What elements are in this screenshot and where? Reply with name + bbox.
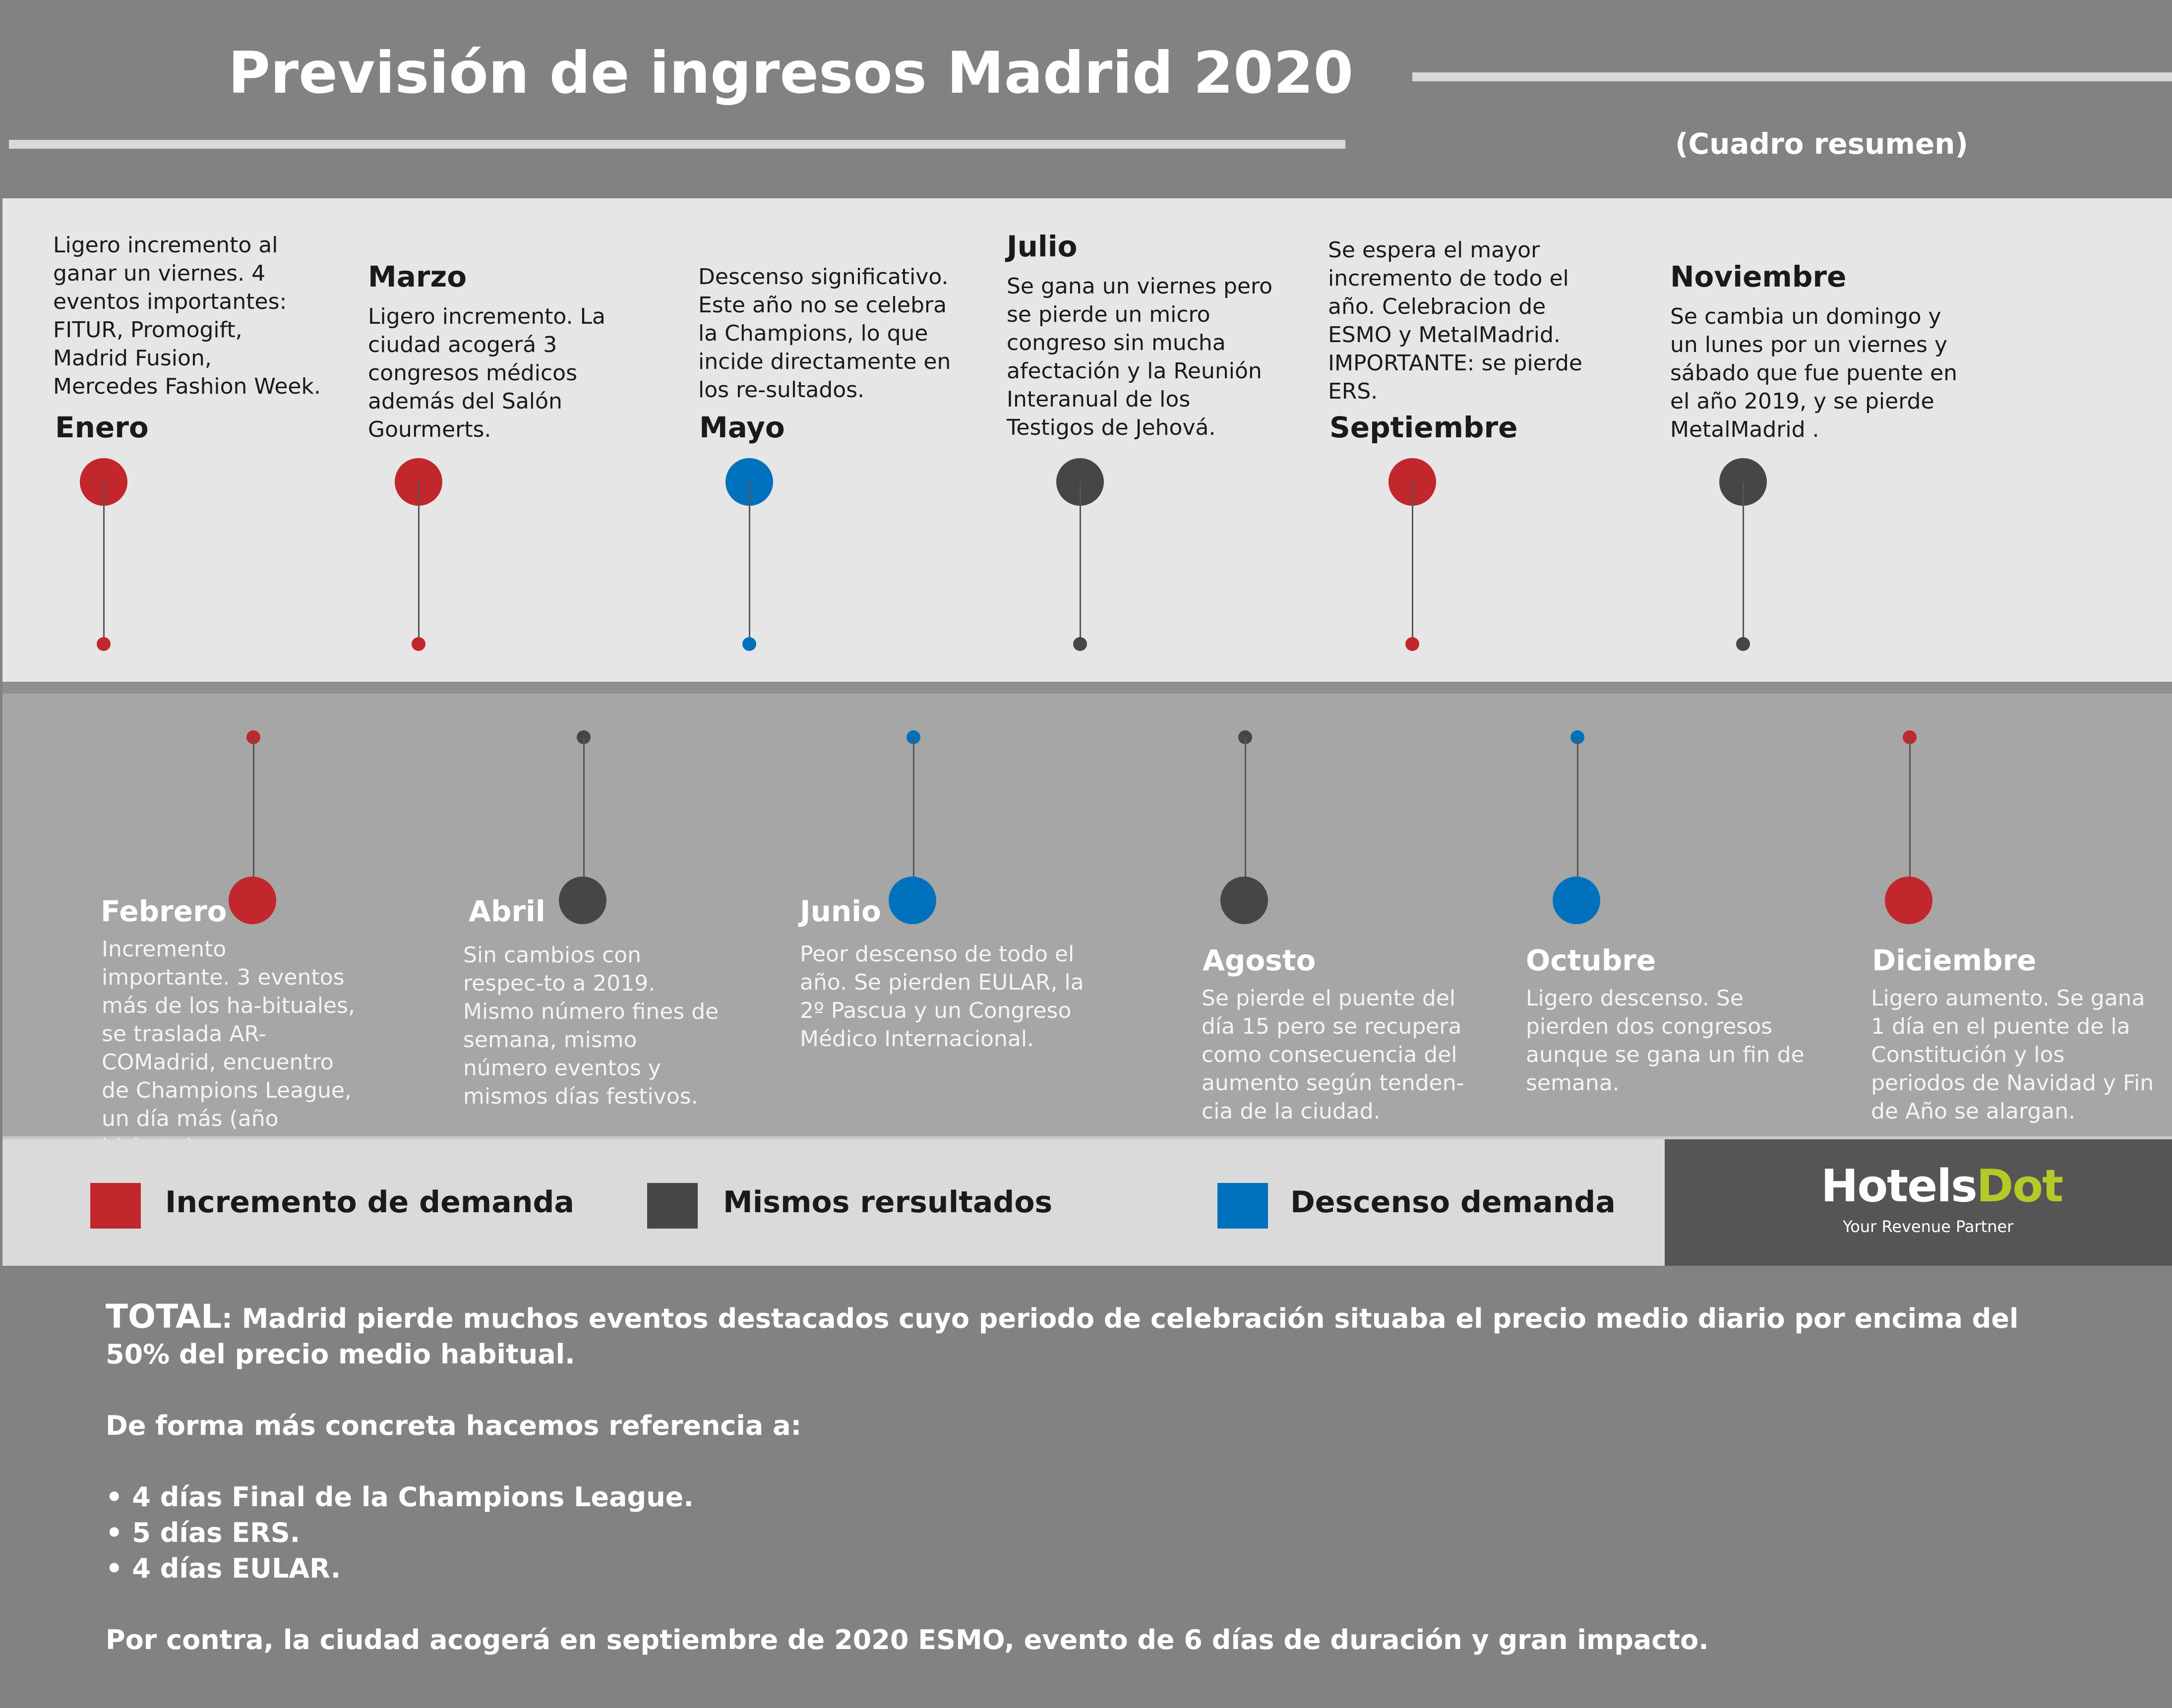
month-description: Se cambia un domingo y un lunes por un v… [1670,304,1957,442]
month-marker-end [1736,637,1750,651]
month-marker-stem [1412,482,1413,643]
month-marker-end [97,637,111,651]
month-marker-end [1405,637,1419,651]
legend-swatch-decrease [1217,1183,1268,1229]
month-name: Abril [469,894,545,928]
month-name: Enero [55,411,149,444]
month-description: Se gana un viernes pero se pierde un mic… [1007,274,1273,440]
month-name: Diciembre [1872,943,2037,977]
month-marker-end [1073,637,1087,651]
month-description: Se pierde el puente del día 15 pero se r… [1202,986,1464,1124]
total-lead: TOTAL [106,1297,222,1336]
month-description: Ligero incremento al ganar un viernes. 4… [53,233,321,399]
logo-brand-dot: Dot [1976,1160,2064,1212]
month-marker-stem [1080,482,1081,643]
month-description: Peor descenso de todo el año. Se pierden… [800,942,1084,1052]
month-name: Febrero [101,894,227,928]
total-summary: TOTAL: Madrid pierde muchos eventos dest… [106,1299,2089,1658]
band-separator [2,682,2172,694]
header [0,0,2172,198]
month-marker-dot [1220,877,1268,924]
total-summary-text: : Madrid pierde muchos eventos destacado… [106,1303,2019,1370]
month-marker-dot [1885,877,1932,924]
month-marker-end [412,637,425,651]
legend-label-increase: Incremento de demanda [165,1185,574,1220]
total-bullet: • 4 días EULAR. [106,1553,341,1584]
month-marker-stem [1743,482,1744,643]
hotelsdot-logo: HotelsDot [1821,1160,2064,1212]
legend-label-decrease: Descenso demanda [1290,1185,1616,1220]
logo-tagline: Your Revenue Partner [1843,1217,2014,1236]
bottom-timeline-band [2,694,2172,1136]
month-marker-end [742,637,756,651]
legend-swatch-increase [90,1183,141,1229]
month-description: Sin cambios con respec-to a 2019. Mismo … [463,942,719,1109]
month-marker-stem [1577,737,1578,901]
top-timeline-band [2,198,2172,682]
month-name: Mayo [699,411,785,444]
logo-panel [1665,1139,2172,1266]
total-closing: Por contra, la ciudad acogerá en septiem… [106,1624,1709,1655]
month-marker-stem [1909,737,1911,901]
total-intro: De forma más concreta hacemos referencia… [106,1410,802,1441]
month-description: Ligero incremento. La ciudad acogerá 3 c… [368,304,605,442]
total-bullet: • 4 días Final de la Champions League. [106,1481,694,1513]
legend-label-same: Mismos rersultados [723,1185,1053,1220]
page-title: Previsión de ingresos Madrid 2020 [228,40,1354,107]
total-bullet: • 5 días ERS. [106,1517,301,1548]
band-edge [2,1136,2172,1139]
title-underline [9,140,1345,149]
month-description: Ligero descenso. Se pierden dos congreso… [1526,986,1805,1096]
month-name: Junio [800,894,881,928]
month-marker-stem [253,737,254,901]
legend [2,1139,1665,1266]
month-description: Ligero aumento. Se gana 1 día en el puen… [1871,986,2154,1124]
month-marker-dot [229,877,276,924]
month-description: Se espera el mayor incremento de todo el… [1328,237,1582,404]
month-marker-stem [418,482,420,643]
month-name: Noviembre [1670,260,1847,294]
month-name: Septiembre [1329,411,1518,444]
month-marker-stem [749,482,750,643]
month-marker-stem [103,482,105,643]
month-description: Incremento importante. 3 eventos más de … [102,937,355,1160]
month-marker-stem [913,737,914,901]
month-name: Agosto [1203,943,1316,977]
month-marker-dot [559,877,606,924]
month-description: Descenso significativo. Este año no se c… [698,264,951,403]
month-name: Julio [1007,230,1078,263]
month-name: Octubre [1526,943,1656,977]
header-rule [1412,72,2172,81]
logo-brand-hotels: Hotels [1821,1160,1978,1212]
month-marker-stem [1245,737,1246,901]
month-marker-dot [889,877,936,924]
month-marker-stem [583,737,585,901]
page-subtitle: (Cuadro resumen) [1675,127,1968,161]
month-name: Marzo [368,260,467,294]
legend-swatch-same [647,1183,698,1229]
month-marker-dot [1553,877,1600,924]
